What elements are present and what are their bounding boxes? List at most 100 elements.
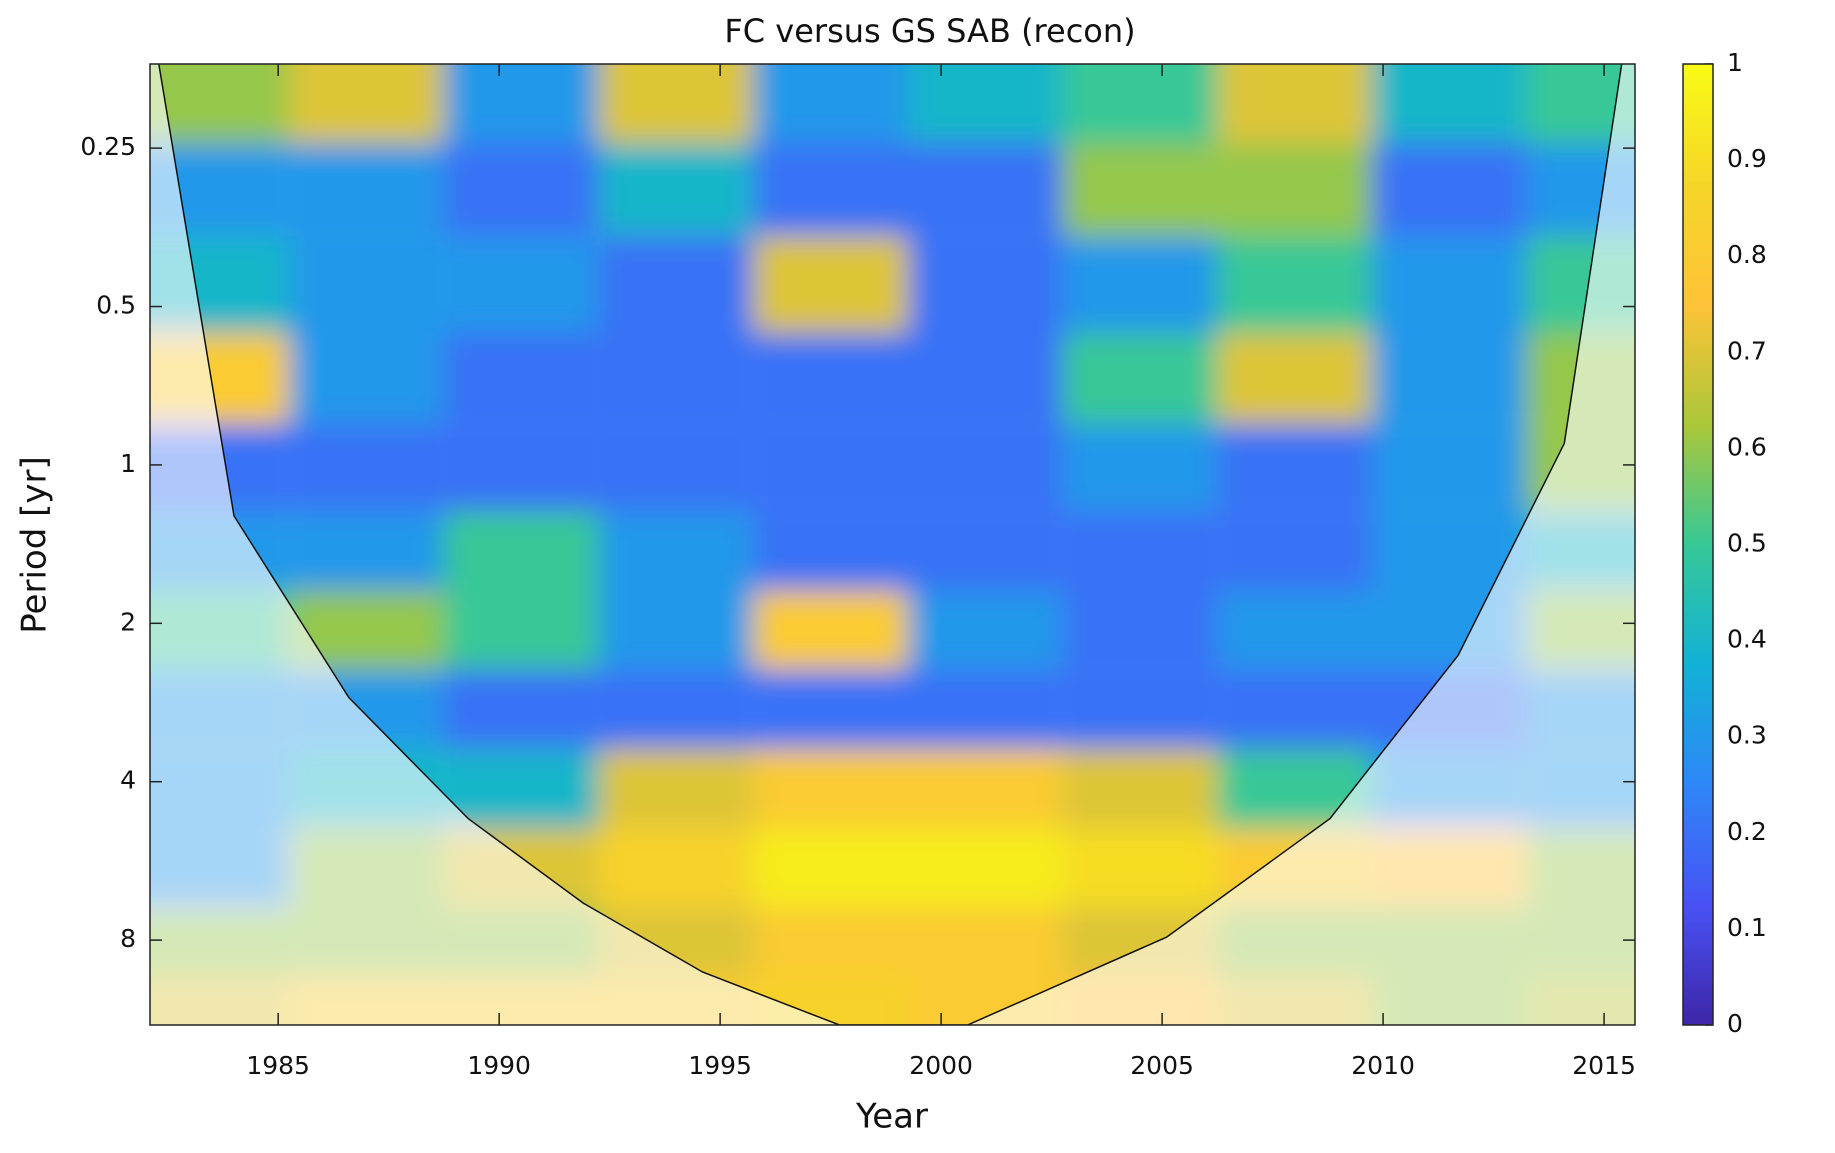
heatmap-cell — [598, 332, 754, 425]
heatmap-cell — [598, 669, 754, 749]
heatmap-cell — [289, 143, 444, 237]
heatmap-cell — [1217, 424, 1373, 512]
heatmap-cell — [1062, 143, 1218, 237]
heatmap-cell — [907, 143, 1063, 237]
heatmap-cell — [753, 511, 908, 591]
heatmap-cell — [1526, 64, 1635, 144]
plot-frame — [149, 63, 1636, 1026]
heatmap-cell — [289, 511, 444, 591]
heatmap-cell — [598, 590, 754, 670]
y-tick-label: 2 — [120, 607, 136, 636]
heatmap-cell — [753, 64, 908, 144]
y-tick-label: 0.25 — [80, 132, 136, 161]
colorbar-tick-label: 0.8 — [1727, 240, 1767, 269]
heatmap-cell — [443, 669, 599, 749]
heatmap-cell — [1062, 748, 1218, 829]
heatmap-cell — [753, 590, 908, 670]
chart-title: FC versus GS SAB (recon) — [724, 12, 1135, 50]
colorbar-tick-label: 0.9 — [1727, 144, 1767, 173]
heatmap-cell — [598, 236, 754, 333]
colorbar-tick-label: 0.2 — [1727, 817, 1767, 846]
colorbar-tick-label: 0.1 — [1727, 913, 1767, 942]
heatmap-cell — [443, 236, 599, 333]
heatmap-cell — [1372, 424, 1527, 512]
heatmap-cell — [150, 64, 290, 144]
heatmap-cell — [753, 424, 908, 512]
heatmap-cell — [753, 332, 908, 425]
heatmap-cell — [289, 64, 444, 144]
x-tick-label: 1995 — [688, 1051, 752, 1080]
y-tick-label: 0.5 — [96, 291, 136, 320]
heatmap-cell — [907, 236, 1063, 333]
y-axis-label: Period [yr] — [15, 456, 55, 633]
heatmap-cell — [443, 424, 599, 512]
colorbar-tick-label: 0.3 — [1727, 721, 1767, 750]
heatmap-cell — [907, 511, 1063, 591]
heatmap-cell — [753, 669, 908, 749]
heatmap-cell — [598, 511, 754, 591]
heatmap-cell — [907, 669, 1063, 749]
heatmap-cell — [1062, 511, 1218, 591]
colorbar-tick-label: 0 — [1727, 1009, 1743, 1038]
x-tick-label: 2005 — [1130, 1051, 1194, 1080]
heatmap-cell — [907, 64, 1063, 144]
heatmap-cell — [598, 424, 754, 512]
heatmap-cell — [289, 236, 444, 333]
heatmap-cell — [753, 748, 908, 829]
cone-of-influence — [150, 64, 1635, 1025]
heatmap-cell — [1062, 64, 1218, 144]
heatmap-cell — [443, 143, 599, 237]
heatmap-cell — [443, 511, 599, 591]
heatmap-cell — [1062, 236, 1218, 333]
heatmap-cell — [1062, 669, 1218, 749]
heatmap-cell — [1217, 590, 1373, 670]
y-tick-label: 4 — [120, 766, 136, 795]
heatmap-cell — [753, 828, 908, 908]
heatmap-cell — [1372, 332, 1527, 425]
heatmap-cell — [907, 590, 1063, 670]
heatmap-cell — [1217, 511, 1373, 591]
heatmap-cell — [907, 424, 1063, 512]
heatmap-cell — [443, 748, 599, 829]
heatmap-cell — [907, 332, 1063, 425]
heatmap-cell — [1217, 143, 1373, 237]
heatmap-cell — [753, 143, 908, 237]
heatmap-cell — [598, 143, 754, 237]
colorbar-tick-label: 0.4 — [1727, 625, 1767, 654]
heatmap-cell — [1062, 828, 1218, 908]
heatmap-cell — [753, 907, 908, 977]
x-tick-label: 1990 — [467, 1051, 531, 1080]
heatmap-cell — [443, 332, 599, 425]
heatmap-cell — [443, 590, 599, 670]
heatmap-cell — [753, 976, 908, 1025]
heatmap-cell — [1062, 424, 1218, 512]
heatmap-cell — [1372, 236, 1527, 333]
coi-line — [158, 64, 1623, 1025]
colorbar-tick-label: 0.7 — [1727, 336, 1767, 365]
heatmap-cell — [598, 64, 754, 144]
colorbar-tick-label: 1 — [1727, 48, 1743, 77]
heatmap-cell — [1372, 64, 1527, 144]
heatmap-cell — [1062, 332, 1218, 425]
heatmap-cell — [443, 64, 599, 144]
heatmap-cell — [907, 748, 1063, 829]
heatmap-cell — [1062, 590, 1218, 670]
heatmap-cell — [289, 332, 444, 425]
heatmap-cell — [598, 828, 754, 908]
x-tick-label: 1985 — [246, 1051, 310, 1080]
heatmap-cell — [1217, 332, 1373, 425]
heatmap-cell — [289, 424, 444, 512]
heatmap-cell — [1217, 64, 1373, 144]
colorbar — [1682, 63, 1714, 1026]
x-tick-label: 2010 — [1351, 1051, 1415, 1080]
colorbar-tick-label: 0.6 — [1727, 432, 1767, 461]
coi-shade — [150, 64, 1635, 1025]
colorbar-tick-label: 0.5 — [1727, 529, 1767, 558]
heatmap-cell — [907, 828, 1063, 908]
x-axis-label: Year — [855, 1097, 928, 1137]
heatmap-cell — [907, 907, 1063, 977]
x-tick-label: 2000 — [909, 1051, 973, 1080]
heatmap-cell — [1217, 236, 1373, 333]
heatmap-cell — [753, 236, 908, 333]
